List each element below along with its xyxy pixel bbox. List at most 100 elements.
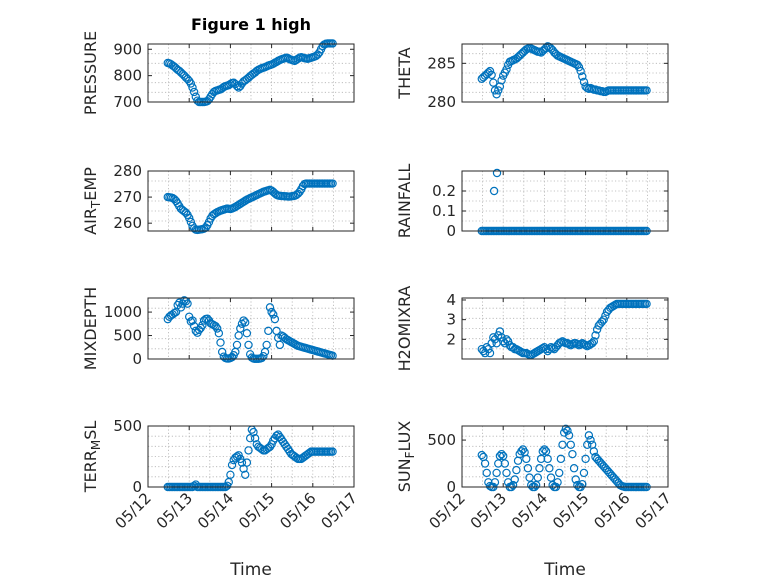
data-point — [512, 465, 521, 475]
data-point — [183, 299, 192, 308]
data-point — [510, 475, 519, 484]
grid-terr_msl — [148, 426, 354, 487]
data-point — [495, 82, 505, 91]
data-point — [189, 87, 199, 97]
series-terr_msl — [163, 425, 337, 492]
axes-frame-sun_flux — [461, 425, 669, 488]
data-point — [236, 324, 245, 333]
data-point — [269, 310, 278, 319]
subplot-grid: 700 800 900 PRESSURE 280 285 THETA 260 270 280 AIR… — [81, 31, 675, 580]
data-point — [489, 186, 499, 196]
data-point — [517, 447, 526, 456]
x-tick-label: 05/17 — [632, 489, 675, 532]
x-tick-label: 05/14 — [194, 489, 237, 532]
data-point — [587, 339, 597, 348]
x-axis-label-terr_msl: Time — [229, 560, 272, 580]
y-axis-label-mixdepth: MIXDEPTH — [81, 287, 100, 370]
data-point — [494, 86, 503, 95]
data-point — [186, 79, 196, 88]
subplot-terr_msl: 0500TERRMSL05/1205/1305/1405/1505/1605/1… — [81, 417, 361, 580]
data-point — [531, 480, 541, 490]
x-tick-label: 05/16 — [590, 489, 633, 532]
data-point — [545, 464, 554, 473]
subplot-h2omixra: 23 4 H2OMIXRA — [395, 286, 669, 372]
y-tick-label: 0 — [446, 478, 456, 496]
data-point — [482, 468, 491, 478]
x-tick-label: 05/14 — [508, 489, 551, 532]
data-point — [499, 451, 508, 461]
series-mixdepth — [163, 296, 337, 363]
data-point — [589, 337, 599, 346]
y-tick-label: 1000 — [104, 303, 142, 321]
data-point — [556, 454, 566, 464]
data-point — [559, 338, 569, 347]
data-point — [508, 480, 518, 490]
axes-frame-pressure — [147, 43, 355, 103]
y-tick-label: 260 — [113, 214, 142, 232]
data-point — [555, 468, 564, 478]
data-point — [232, 81, 242, 91]
data-point — [477, 450, 486, 460]
data-point — [584, 431, 594, 440]
data-point — [563, 426, 572, 435]
data-point — [176, 303, 186, 312]
data-point — [522, 454, 531, 464]
data-point — [573, 340, 582, 349]
y-tick-label: 0 — [132, 478, 142, 496]
data-point — [535, 464, 544, 473]
y-axis-label-theta: THETA — [395, 47, 414, 99]
axes-frame-terr_msl — [147, 425, 355, 488]
data-point — [502, 65, 511, 74]
data-point — [546, 473, 556, 482]
y-tick-label: 800 — [113, 67, 142, 85]
subplot-theta: 280 285 THETA — [395, 42, 669, 111]
data-point — [578, 479, 587, 489]
grid-rainfall — [462, 171, 668, 231]
axes-frame-rainfall — [461, 170, 669, 232]
data-point — [494, 459, 503, 468]
data-point — [574, 62, 584, 72]
data-point — [485, 66, 495, 76]
subplot-pressure: 700 800 900 PRESSURE — [81, 31, 355, 115]
subplot-rainfall: 0 0.1 0.2 RAINFALL — [395, 164, 669, 240]
data-point — [558, 440, 567, 449]
data-point — [561, 424, 571, 434]
data-point — [188, 83, 197, 92]
data-point — [586, 435, 595, 445]
data-point — [232, 340, 242, 350]
data-point — [576, 66, 585, 76]
data-point — [265, 303, 275, 312]
data-point — [213, 324, 222, 333]
x-tick-label: 05/16 — [276, 489, 319, 532]
data-point — [541, 447, 551, 456]
y-axis-label-h2omixra: H2OMIXRA — [395, 286, 414, 372]
data-point — [186, 217, 196, 227]
data-point — [538, 447, 547, 456]
data-point — [211, 321, 220, 331]
data-point — [500, 459, 510, 468]
y-tick-label: 0 — [446, 222, 456, 240]
data-point — [497, 449, 506, 459]
data-point — [642, 86, 651, 95]
data-point — [241, 318, 250, 327]
x-tick-label: 05/15 — [549, 489, 592, 532]
axes-frame-h2omixra — [461, 297, 669, 360]
data-point — [492, 90, 501, 99]
data-point — [599, 315, 608, 324]
data-point — [267, 307, 276, 317]
data-point — [244, 446, 253, 455]
y-axis-label-terr_msl: TERRMSL — [81, 421, 103, 494]
y-tick-label: 285 — [427, 54, 456, 72]
data-point — [540, 445, 549, 454]
data-point — [226, 470, 235, 479]
data-point — [568, 449, 577, 459]
data-point — [250, 434, 260, 443]
y-axis-label-air_temp: AIRTEMP — [81, 167, 103, 235]
data-point — [581, 454, 590, 464]
data-point — [536, 454, 546, 464]
y-tick-label: 0 — [132, 350, 142, 368]
grid-mixdepth — [148, 298, 354, 359]
y-tick-label: 3 — [446, 311, 456, 329]
subplot-sun_flux: 0500SUNFLUX05/1205/1305/1405/1505/1605/1… — [395, 421, 675, 580]
